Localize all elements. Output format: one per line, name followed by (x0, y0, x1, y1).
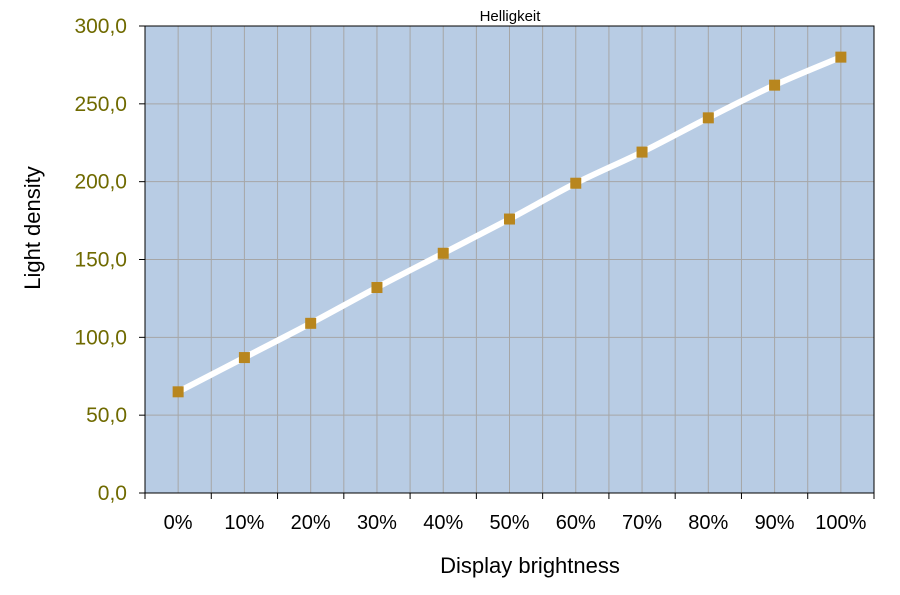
data-point (769, 79, 781, 91)
data-point (702, 112, 714, 124)
gridlines (145, 26, 874, 493)
x-axis-label: Display brightness (440, 553, 620, 578)
y-tick-label: 200,0 (74, 171, 127, 194)
y-tick-label: 100,0 (74, 326, 127, 349)
x-tick-label: 20% (291, 512, 331, 534)
data-point (636, 146, 648, 158)
data-point (835, 51, 847, 63)
data-point (238, 352, 250, 364)
x-axis-ticks: 0% 10% 20% 30% 40% 50% 60% 70% 80% 90% 100% (164, 512, 867, 534)
y-tick-label: 300,0 (74, 15, 127, 38)
x-tick-label: 60% (556, 512, 596, 534)
y-tick-label: 150,0 (74, 249, 127, 272)
x-tick-label: 80% (688, 512, 728, 534)
x-tick-label: 70% (622, 512, 662, 534)
y-axis-label: Light density (20, 166, 45, 290)
x-tick-label: 40% (423, 512, 463, 534)
chart-title: Helligkeit (480, 8, 542, 25)
series-group (172, 51, 847, 398)
x-tick-label: 50% (489, 512, 529, 534)
data-point (371, 282, 383, 294)
y-tick-label: 50,0 (86, 404, 127, 427)
data-point (437, 247, 449, 259)
axes (139, 25, 875, 499)
x-tick-label: 10% (224, 512, 264, 534)
y-tick-label: 250,0 (74, 93, 127, 116)
data-point (305, 317, 317, 329)
x-tick-label: 0% (164, 512, 193, 534)
x-tick-label: 100% (815, 512, 866, 534)
data-point (570, 177, 582, 189)
x-tick-label: 90% (755, 512, 795, 534)
y-axis-ticks: 0,0 50,0 100,0 150,0 200,0 250,0 300,0 (74, 15, 127, 505)
x-tick-label: 30% (357, 512, 397, 534)
data-point (504, 213, 515, 225)
y-tick-label: 0,0 (98, 482, 127, 505)
data-point (172, 386, 184, 398)
